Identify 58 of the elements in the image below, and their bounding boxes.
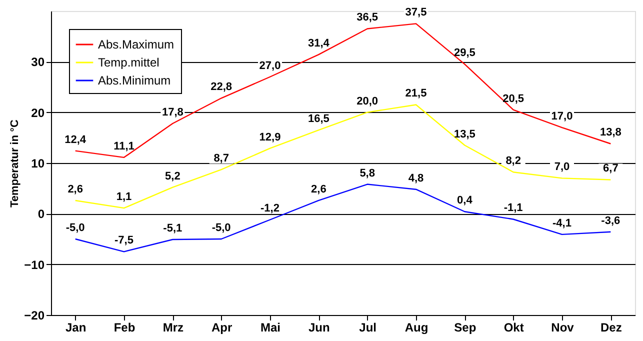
x-tick-label: Jun	[308, 320, 330, 334]
data-label: 27,0	[259, 60, 281, 72]
data-label: 22,8	[210, 81, 232, 94]
data-label: 13,5	[454, 128, 476, 140]
data-label: -7,5	[114, 234, 134, 247]
y-tick-label: −10	[24, 258, 45, 272]
data-label: 5,8	[360, 167, 375, 180]
x-tick-label: Dez	[600, 320, 622, 334]
data-label: 1,1	[116, 191, 132, 204]
x-tick-label: Apr	[211, 320, 232, 334]
data-label: 11,1	[114, 140, 134, 152]
data-label: 12,9	[259, 131, 281, 144]
x-tick-label: Mrz	[162, 320, 184, 334]
data-label: 6,7	[603, 162, 618, 175]
data-label: 29,5	[454, 47, 476, 60]
data-label: 37,5	[405, 6, 427, 19]
y-tick-label: 20	[31, 106, 45, 120]
data-label: -3,6	[601, 214, 620, 227]
data-label: 36,5	[356, 12, 378, 24]
x-tick-label: Sep	[454, 320, 476, 334]
data-label: -4,1	[552, 217, 572, 230]
x-tick-label: Mai	[260, 320, 281, 334]
x-tick-label: Okt	[504, 320, 524, 334]
data-label: -5,0	[212, 222, 231, 234]
legend-label: Abs.Maximum	[98, 38, 174, 52]
data-label: 13,8	[600, 126, 622, 139]
y-axis-title: Temperatur in °C	[9, 119, 22, 208]
legend-label: Abs.Minimum	[98, 74, 171, 88]
data-label: 0,4	[457, 194, 474, 207]
x-tick-label: Aug	[404, 320, 428, 334]
data-label: -5,0	[66, 222, 85, 234]
x-tick-label: Jan	[65, 320, 86, 334]
data-label: 20,0	[356, 95, 378, 108]
data-label: 7,0	[554, 161, 570, 174]
data-label: 20,5	[502, 92, 524, 105]
data-label: -1,1	[504, 202, 523, 214]
data-label: 5,2	[165, 170, 180, 182]
data-label: 2,6	[311, 183, 326, 196]
data-label: 2,6	[68, 183, 83, 196]
y-tick-label: −20	[24, 308, 45, 322]
data-label: 31,4	[308, 38, 330, 50]
y-tick-label: 0	[38, 207, 45, 222]
data-label: 4,8	[408, 172, 424, 184]
x-tick-label: Feb	[114, 320, 136, 334]
data-label: 8,2	[506, 155, 521, 168]
data-label: 12,4	[64, 134, 87, 146]
data-label: -1,2	[260, 202, 280, 215]
y-tick-label: 30	[31, 55, 45, 70]
data-label: 16,5	[308, 113, 330, 126]
data-label: -5,1	[163, 222, 182, 235]
data-label: 8,7	[214, 152, 229, 165]
x-tick-label: Jul	[359, 320, 377, 334]
data-label: 17,0	[551, 110, 573, 123]
x-tick-label: Nov	[551, 320, 574, 334]
legend-label: Temp.mittel	[98, 56, 160, 70]
data-label: 21,5	[405, 88, 427, 100]
y-tick-label: 10	[31, 156, 45, 170]
data-label: 17,8	[162, 106, 184, 118]
